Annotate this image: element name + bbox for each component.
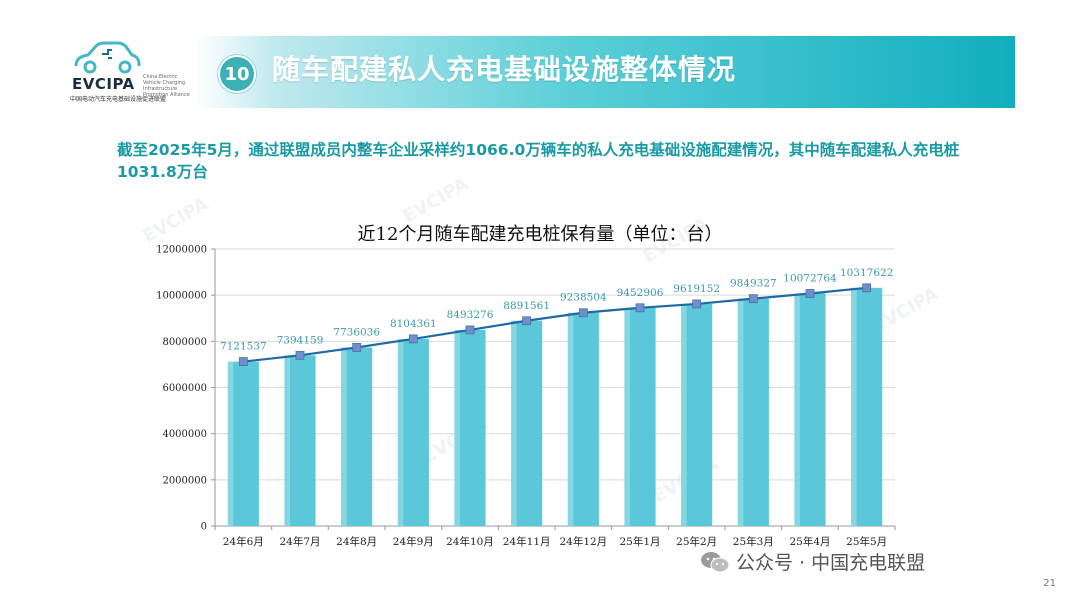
line-marker — [465, 325, 475, 335]
bar-highlight — [227, 361, 234, 526]
line-marker — [578, 308, 588, 318]
y-tick-label: 12000000 — [156, 245, 207, 256]
x-tick-label: 24年7月 — [279, 535, 320, 548]
bar-highlight — [624, 307, 631, 526]
description-text: 截至2025年5月，通过联盟成员内整车企业采样约1066.0万辆车的私人充电基础… — [117, 141, 960, 181]
wechat-icon — [701, 551, 730, 572]
x-tick-label: 25年1月 — [619, 535, 660, 548]
y-tick-label: 2000000 — [162, 475, 207, 486]
x-tick-label: 24年11月 — [503, 535, 551, 548]
data-label: 7736036 — [333, 326, 380, 338]
line-marker — [295, 350, 305, 360]
line-marker — [408, 334, 418, 344]
bar-highlight — [737, 298, 744, 526]
y-tick-label: 8000000 — [162, 337, 207, 348]
page-number: 21 — [1043, 578, 1056, 589]
line-marker — [352, 343, 362, 352]
x-tick-label: 24年6月 — [223, 535, 264, 548]
bar — [227, 361, 259, 526]
bar-highlight — [397, 338, 404, 526]
bar — [737, 298, 769, 526]
x-tick-label: 24年9月 — [393, 535, 434, 548]
bar — [681, 303, 713, 526]
bar-highlight — [794, 293, 801, 526]
line-marker — [522, 316, 532, 326]
series-line — [243, 286, 867, 363]
y-tick-label: 10000000 — [156, 291, 207, 302]
title-banner — [195, 36, 1015, 108]
data-label: 8493276 — [447, 309, 494, 321]
bar-highlight — [851, 287, 857, 526]
x-tick-label: 25年3月 — [733, 535, 774, 548]
y-tick-label: 0 — [201, 522, 207, 533]
bar — [341, 347, 373, 526]
evcipa-logo: EVCIPA China Electric Vehicle Charging I… — [60, 40, 190, 106]
page-title: 随车配建私人充电基础设施整体情况 — [272, 53, 737, 86]
x-tick-label: 24年10月 — [446, 535, 494, 548]
x-tick-label: 24年8月 — [336, 535, 377, 548]
line-marker — [862, 283, 872, 293]
bar-highlight — [454, 329, 461, 526]
bar-highlight — [681, 303, 687, 526]
bar — [511, 320, 543, 526]
line-marker — [635, 303, 645, 313]
y-tick-label: 6000000 — [162, 383, 207, 394]
line-marker — [238, 357, 248, 367]
logo-english-text: China Electric Vehicle Charging Infrastr… — [143, 74, 190, 98]
bar-highlight — [567, 312, 574, 526]
logo-chinese-text: 中国电动汽车充电基础设施促进联盟 — [70, 96, 167, 103]
bar — [851, 287, 883, 526]
section-number-badge: 10 — [218, 55, 256, 93]
line-marker — [748, 294, 758, 304]
x-tick-label: 25年2月 — [676, 535, 717, 548]
car-plug-logo-icon — [74, 41, 141, 74]
data-label: 10317622 — [840, 267, 893, 279]
line-marker — [692, 299, 702, 309]
bar — [284, 355, 316, 526]
data-label: 9619152 — [673, 283, 720, 295]
bar — [567, 312, 599, 526]
bar — [454, 329, 486, 526]
data-label: 7394159 — [277, 334, 324, 346]
x-tick-label: 24年12月 — [559, 535, 607, 548]
footer: 公众号 · 中国充电联盟 — [700, 548, 925, 575]
bar-highlight — [284, 355, 291, 526]
bar — [397, 338, 429, 526]
data-label: 7121537 — [220, 341, 267, 353]
footer-text: 公众号 · 中国充电联盟 — [736, 552, 926, 574]
bar-highlight — [511, 320, 517, 526]
data-label: 8891561 — [503, 300, 550, 312]
data-label: 8104361 — [390, 318, 437, 330]
data-label: 10072764 — [783, 272, 837, 284]
x-tick-label: 25年4月 — [789, 535, 830, 548]
y-tick-label: 4000000 — [162, 429, 207, 440]
bar — [624, 307, 656, 526]
bar — [794, 293, 826, 526]
line-marker — [805, 289, 815, 298]
data-label: 9849327 — [730, 278, 777, 290]
data-label: 9452906 — [617, 287, 664, 299]
data-label: 9238504 — [560, 292, 607, 304]
chart-title: 近12个月随车配建充电桩保有量（单位：台） — [357, 224, 723, 245]
x-tick-label: 25年5月 — [846, 535, 887, 548]
logo-name: EVCIPA — [72, 75, 135, 93]
bar-highlight — [341, 347, 347, 526]
